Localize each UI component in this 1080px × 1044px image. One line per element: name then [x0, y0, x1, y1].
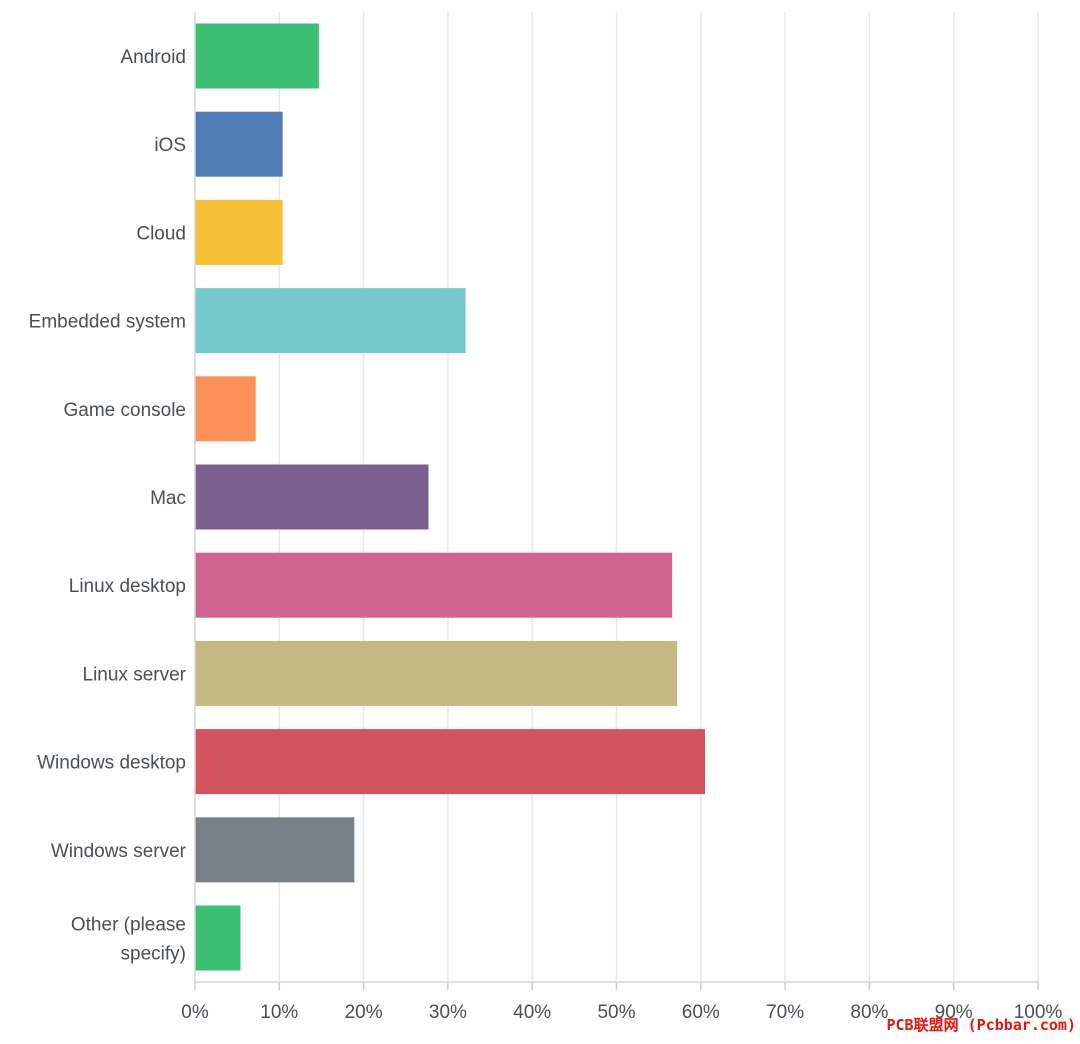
x-tick-label: 40% — [513, 1002, 551, 1023]
bar — [195, 376, 256, 442]
category-label: Other (please — [71, 915, 186, 936]
x-tick-label: 10% — [260, 1002, 298, 1023]
category-label: iOS — [154, 135, 186, 156]
category-label: Embedded system — [29, 312, 186, 333]
category-label: Cloud — [136, 223, 186, 244]
category-label: specify) — [121, 944, 186, 965]
bar — [195, 905, 241, 971]
x-tick-label: 70% — [766, 1002, 804, 1023]
grid-layer — [278, 12, 1039, 982]
watermark-text: PCB联盟网 (Pcbbar.com) — [887, 1016, 1077, 1034]
bar — [195, 288, 466, 354]
x-tick-label: 30% — [429, 1002, 467, 1023]
label-layer: 0% 10% 20% 30% 40% 50% 60% 70% 80% 90% 100% Android… — [29, 47, 1063, 1023]
bar — [195, 464, 429, 530]
x-tick-label: 0% — [181, 1002, 209, 1023]
x-tick-label: 80% — [850, 1002, 888, 1023]
category-label: Linux server — [83, 664, 187, 685]
bar — [195, 552, 673, 618]
bar — [195, 111, 283, 177]
bar — [195, 817, 355, 883]
bar — [195, 199, 283, 265]
x-tick-label: 100% — [1014, 1002, 1063, 1023]
bar — [195, 23, 319, 89]
axis-layer — [194, 12, 1039, 990]
bar-layer — [195, 23, 706, 971]
bar — [195, 640, 678, 706]
x-tick-label: 50% — [597, 1002, 635, 1023]
category-label: Android — [121, 47, 187, 68]
category-label: Linux desktop — [69, 576, 186, 597]
category-label: Windows desktop — [37, 753, 186, 774]
x-tick-label: 90% — [935, 1002, 973, 1023]
bar — [195, 729, 706, 795]
category-label: Windows server — [51, 841, 187, 862]
category-label: Game console — [63, 400, 186, 421]
x-tick-label: 60% — [682, 1002, 720, 1023]
category-label: Mac — [150, 488, 186, 509]
x-tick-label: 20% — [345, 1002, 383, 1023]
